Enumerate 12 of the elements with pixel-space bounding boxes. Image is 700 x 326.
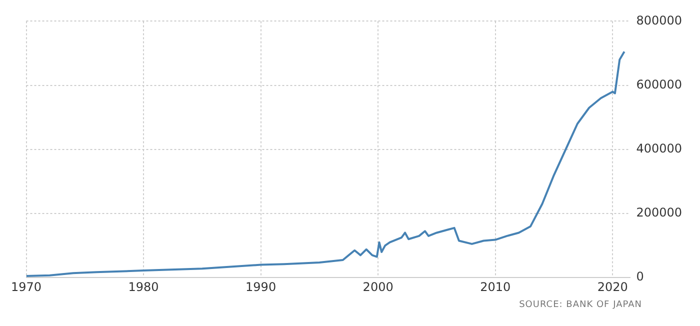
x-tick-label: 1990 [246, 280, 276, 294]
y-tick-label: 800000 [636, 13, 682, 28]
y-tick-label: 400000 [636, 142, 682, 156]
x-tick-label: 2020 [597, 280, 628, 294]
y-tick-label: 600000 [636, 77, 682, 92]
x-tick-label: 1980 [128, 280, 159, 294]
x-tick-label: 2000 [362, 280, 394, 294]
y-tick-label: 200000 [636, 206, 682, 220]
x-tick-label: 1970 [10, 280, 42, 294]
x-tick-label: 2010 [480, 280, 511, 294]
y-tick-label: 0 [636, 270, 644, 284]
source-note: SOURCE: BANK OF JAPAN [518, 300, 643, 310]
